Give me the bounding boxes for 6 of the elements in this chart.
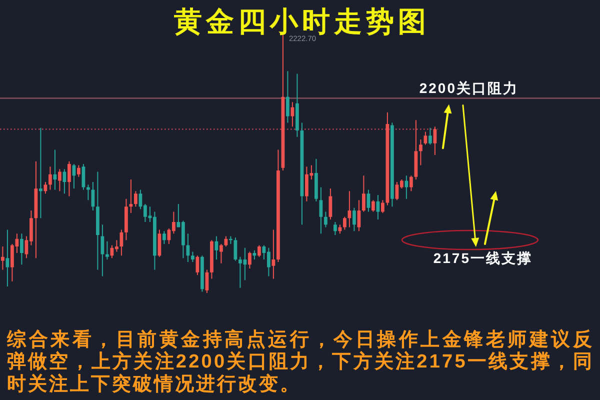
annotation: 弹做空，上方关注2200关口阻力，下方关注2175一线支撑，同 [7,352,594,373]
level-label: 2175一线支撑 [433,250,533,266]
annotation: 综合来看，目前黄金持高点运行，今日操作上金锋老师建议反 [7,330,594,350]
ref-line-label: 2200关口阻力 [419,80,519,96]
annotation: 时关注上下突破情况进行改变。 [7,374,301,395]
title: 黄金四小时走势图 [174,6,430,37]
